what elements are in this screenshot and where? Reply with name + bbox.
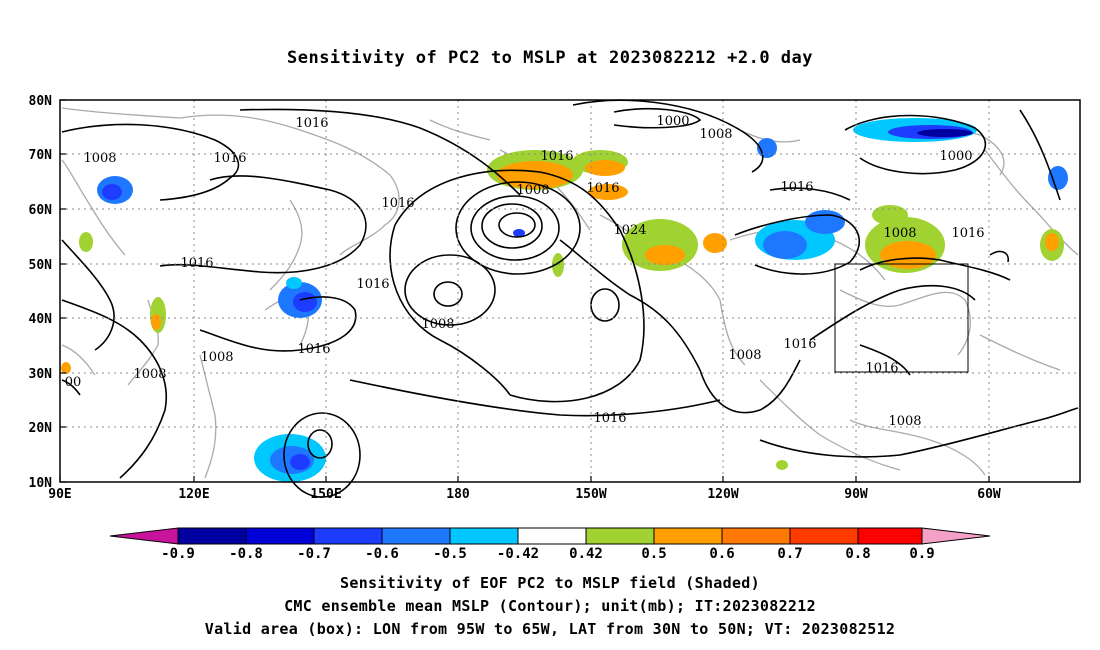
lat-label: 10N	[29, 476, 53, 491]
lat-label: 80N	[29, 94, 53, 109]
colorbar-segment	[789, 527, 859, 545]
contour-label: 1016	[180, 256, 213, 271]
lon-label: 150W	[575, 487, 606, 502]
contour-label: 1024	[613, 223, 646, 238]
contour-label: 1016	[593, 411, 626, 426]
lat-label: 30N	[29, 367, 53, 382]
colorbar-segment	[585, 527, 655, 545]
colorbar-segment	[857, 527, 923, 545]
colorbar-label: -0.5	[433, 546, 467, 562]
colorbar-segment	[177, 527, 247, 545]
lat-label: 20N	[29, 421, 53, 436]
lat-label: 60N	[29, 203, 53, 218]
contour-label: 1016	[783, 337, 816, 352]
colorbar-segment	[721, 527, 791, 545]
colorbar-label: 0.8	[845, 546, 870, 562]
contour-label: 1008	[133, 367, 166, 382]
longitude-labels: 90E 120E 150E 180 150W 120W 90W 60W	[48, 487, 1001, 502]
contour-label: 1008	[200, 350, 233, 365]
footer-line-shading: Sensitivity of EOF PC2 to MSLP field (Sh…	[340, 574, 760, 592]
map-title: Sensitivity of PC2 to MSLP at 2023082212…	[286, 48, 813, 68]
latitude-labels: 80N 70N 60N 50N 40N 30N 20N 10N	[29, 94, 53, 491]
footer-line-valid-area: Valid area (box): LON from 95W to 65W, L…	[204, 620, 896, 638]
contour-label: 1016	[951, 226, 984, 241]
colorbar-label: 0.7	[777, 546, 802, 562]
contour-label: 1008	[728, 348, 761, 363]
contour-label: 1000	[939, 149, 972, 164]
colorbar-label: -0.9	[161, 546, 195, 562]
gridlines	[60, 100, 1080, 482]
axis-ticks	[59, 99, 990, 483]
colorbar: -0.9 -0.8 -0.7 -0.6 -0.5 -0.42 0.42 0.5 …	[109, 527, 991, 562]
lat-label: 40N	[29, 312, 53, 327]
contour-label: 1016	[780, 180, 813, 195]
lon-label: 180	[446, 487, 470, 502]
map-frame	[59, 99, 1081, 483]
contour-label: 1008	[699, 127, 732, 142]
colorbar-label: 0.6	[709, 546, 734, 562]
contour-label: 1008	[516, 183, 549, 198]
lon-label: 60W	[977, 487, 1001, 502]
colorbar-label: 0.9	[909, 546, 934, 562]
footer-line-contour: CMC ensemble mean MSLP (Contour); unit(m…	[284, 597, 816, 615]
colorbar-label: -0.7	[297, 546, 331, 562]
colorbar-segment	[313, 527, 383, 545]
colorbar-low-arrow	[109, 527, 179, 545]
mslp-contours	[61, 99, 1079, 498]
contour-label: 1008	[83, 151, 116, 166]
contour-label: 1016	[381, 196, 414, 211]
colorbar-segment	[381, 527, 451, 545]
lon-label: 90W	[844, 487, 868, 502]
lon-label: 120E	[178, 487, 209, 502]
colorbar-label: 0.42	[569, 546, 603, 562]
contour-label: 1016	[356, 277, 389, 292]
colorbar-label: 0.5	[641, 546, 666, 562]
contour-label: 1016	[586, 181, 619, 196]
colorbar-label: -0.8	[229, 546, 263, 562]
valid-area-box	[834, 263, 969, 373]
colorbar-segment	[517, 527, 587, 545]
contour-label: 1016	[297, 342, 330, 357]
colorbar-label: -0.42	[497, 546, 539, 562]
contour-label: 1008	[421, 317, 454, 332]
colorbar-segment	[245, 527, 315, 545]
lon-label: 120W	[707, 487, 738, 502]
contour-label: 1008	[883, 226, 916, 241]
contour-label: 1008	[888, 414, 921, 429]
contour-label: 1000	[656, 114, 689, 129]
lat-label: 50N	[29, 258, 53, 273]
contour-label: 1016	[213, 151, 246, 166]
colorbar-high-arrow	[921, 527, 991, 545]
contour-label: 1016	[295, 116, 328, 131]
lat-label: 70N	[29, 148, 53, 163]
contour-label: 00	[65, 375, 82, 390]
colorbar-label: -0.6	[365, 546, 399, 562]
colorbar-segment	[653, 527, 723, 545]
colorbar-segment	[449, 527, 519, 545]
lon-label: 150E	[310, 487, 341, 502]
contour-labels: 1016 1008 1016 1000 1008 1016 1000 1016 …	[65, 114, 985, 429]
contour-label: 1016	[540, 149, 573, 164]
lon-label: 90E	[48, 487, 71, 502]
contour-label: 1016	[865, 361, 898, 376]
